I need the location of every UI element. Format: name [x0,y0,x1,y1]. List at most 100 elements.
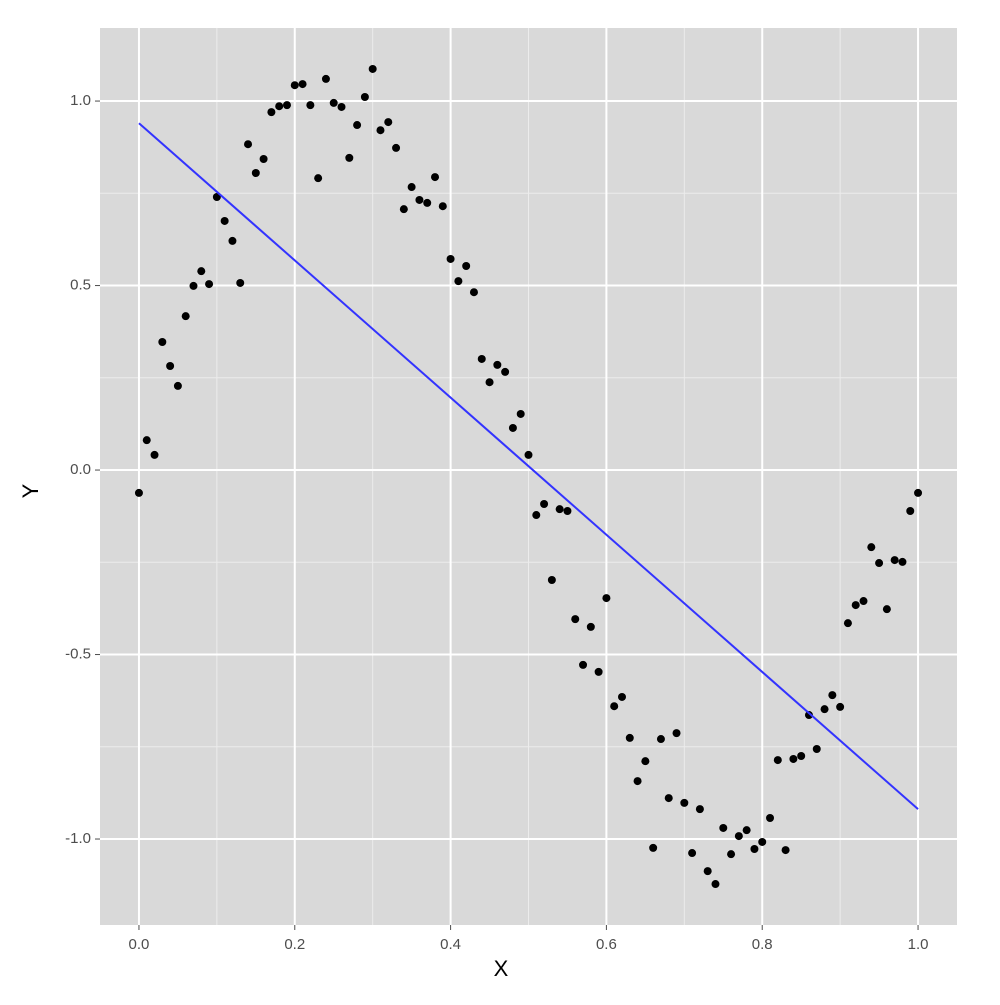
point [695,805,704,814]
point [446,254,455,263]
point [882,605,891,614]
point [625,733,634,742]
point [259,154,268,163]
y-tick-label: 1.0 [70,92,91,109]
point [711,880,720,889]
point [282,101,291,110]
x-tick-label: 0.8 [752,936,773,953]
point [773,756,782,765]
point [189,281,198,290]
point [875,559,884,568]
point [867,543,876,552]
point [516,409,525,418]
point [532,511,541,520]
point [438,202,447,211]
point [431,173,440,182]
point [680,798,689,807]
point [547,576,556,584]
point [594,667,603,676]
point [485,378,494,387]
x-tick-label: 0.6 [596,936,617,953]
fit-line [138,122,919,810]
point [656,735,665,744]
point [337,102,346,111]
y-tick-label: 0.0 [70,461,91,478]
point [345,153,354,162]
point [914,488,923,497]
point [843,619,852,628]
point [329,98,338,107]
point [298,80,307,89]
point [212,192,221,201]
point [688,849,697,858]
point [392,143,401,152]
x-axis-label: X [494,956,509,981]
point [353,121,362,130]
point [742,826,751,835]
x-tick-label: 0.2 [284,936,305,953]
point [228,236,237,245]
point [859,597,868,606]
point [508,423,517,432]
x-tick-label: 0.4 [440,936,461,953]
point [828,691,837,700]
point [563,507,572,515]
point [524,450,533,459]
point [158,338,167,347]
y-tick-label: -0.5 [65,646,91,663]
point [197,267,206,276]
point [181,312,190,321]
point [399,205,408,214]
point [649,843,658,852]
point [251,169,260,178]
point [555,505,564,514]
point [906,507,915,515]
point [797,752,806,761]
point [321,74,330,83]
point [758,837,767,846]
point [750,844,759,853]
point [454,277,463,286]
point [719,823,728,832]
point [890,556,899,565]
point [205,280,214,289]
x-tick-label: 1.0 [908,936,929,953]
point [267,108,276,117]
y-tick-label: 0.5 [70,277,91,294]
point [469,288,478,297]
point [244,140,253,149]
point [571,615,580,624]
point [734,832,743,841]
point [368,64,377,73]
point [851,601,860,610]
point [173,381,182,390]
point [602,594,611,603]
point [220,216,229,225]
point [493,360,502,369]
point [812,744,821,753]
point [672,729,681,738]
point [376,126,385,135]
point [617,692,626,701]
point [415,195,424,204]
point [501,367,510,376]
point [384,118,393,127]
point [727,850,736,859]
point [804,711,813,720]
point [423,198,432,207]
point [314,174,323,183]
point [275,102,284,111]
point [820,705,829,714]
point [142,436,151,445]
y-tick-label: -1.0 [65,830,91,847]
point [462,261,471,270]
point [766,813,775,822]
point [586,622,595,631]
point [477,354,486,363]
point [306,101,315,110]
point [166,361,175,370]
y-axis-label: Y [18,483,43,498]
point [290,81,299,90]
point [236,278,245,287]
